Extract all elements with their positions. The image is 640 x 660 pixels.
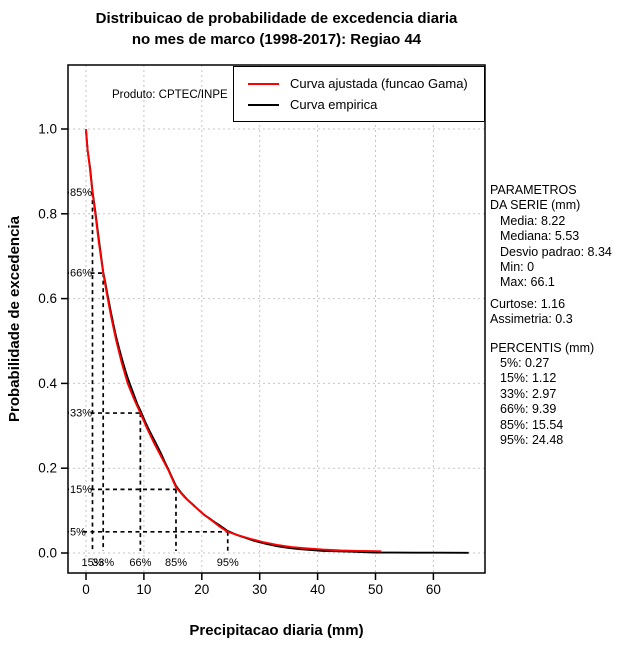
product-label: Produto: CPTEC/INPE: [112, 89, 228, 101]
svg-text:20: 20: [194, 582, 209, 597]
svg-text:85%: 85%: [70, 187, 92, 199]
svg-text:95%: 95%: [217, 557, 239, 569]
svg-text:0.0: 0.0: [38, 546, 57, 561]
svg-text:40: 40: [310, 582, 325, 597]
svg-text:15%: 15%: [70, 484, 92, 496]
stat-max: Max: 66.1: [500, 275, 555, 290]
legend-item-gamma: Curva ajustada (funcao Gama): [234, 74, 484, 93]
svg-text:66%: 66%: [70, 268, 92, 280]
percentil-15: 15%: 1.12: [500, 371, 557, 386]
percentil-33: 33%: 2.97: [500, 386, 557, 401]
stat-media: Media: 8.22: [500, 213, 566, 228]
legend-box: Curva ajustada (funcao Gama) Curva empir…: [233, 66, 485, 122]
stat-curtose: Curtose: 1.16: [490, 296, 566, 311]
svg-text:1.0: 1.0: [38, 122, 57, 137]
svg-text:33%: 33%: [92, 557, 114, 569]
svg-text:0.4: 0.4: [38, 376, 57, 391]
percentis-header: PERCENTIS (mm): [490, 340, 595, 355]
chart-title: Distribuicao de probabilidade de exceden…: [68, 8, 485, 50]
percentil-85: 85%: 15.54: [500, 417, 564, 432]
stat-mediana: Mediana: 5.53: [500, 229, 580, 244]
red-line-sample-icon: [248, 82, 279, 85]
stat-min: Min: 0: [500, 260, 535, 275]
stats-header-line1: PARAMETROS: [490, 183, 577, 197]
legend-item-empirica: Curva empirica: [234, 95, 484, 114]
percentil-66: 66%: 9.39: [500, 402, 557, 417]
stats-panel: PARAMETROS DA SERIE (mm) Media: 8.22 Med…: [490, 183, 612, 449]
svg-text:0.2: 0.2: [38, 461, 57, 476]
svg-text:60: 60: [426, 582, 441, 597]
svg-text:0.6: 0.6: [38, 291, 57, 306]
y-axis-title: Probabilidade de excedencia: [6, 216, 23, 422]
chart-title-line2: no mes de marco (1998-2017): Regiao 44: [131, 31, 422, 48]
svg-text:33%: 33%: [70, 408, 92, 420]
svg-text:30: 30: [252, 582, 267, 597]
svg-text:10: 10: [136, 582, 151, 597]
svg-text:0: 0: [82, 582, 90, 597]
chart-title-line1: Distribuicao de probabilidade de exceden…: [95, 10, 458, 27]
percentil-5: 5%: 0.27: [500, 356, 550, 371]
percentil-95: 95%: 24.48: [500, 433, 564, 448]
svg-text:50: 50: [368, 582, 383, 597]
svg-text:66%: 66%: [129, 557, 151, 569]
svg-text:15%: 15%: [81, 557, 103, 569]
legend-label-empirica: Curva empirica: [290, 97, 378, 112]
legend-label-gamma: Curva ajustada (funcao Gama): [290, 76, 468, 91]
stat-desvio-padrao: Desvio padrao: 8.34: [500, 244, 612, 259]
stats-header-line2: DA SERIE (mm): [490, 198, 581, 213]
svg-text:85%: 85%: [165, 557, 187, 569]
x-axis-title: Precipitacao diaria (mm): [189, 622, 364, 639]
black-line-sample-icon: [248, 103, 279, 106]
svg-text:0.8: 0.8: [38, 206, 57, 221]
stat-assimetria: Assimetria: 0.3: [490, 312, 573, 327]
svg-text:5%: 5%: [70, 526, 86, 538]
